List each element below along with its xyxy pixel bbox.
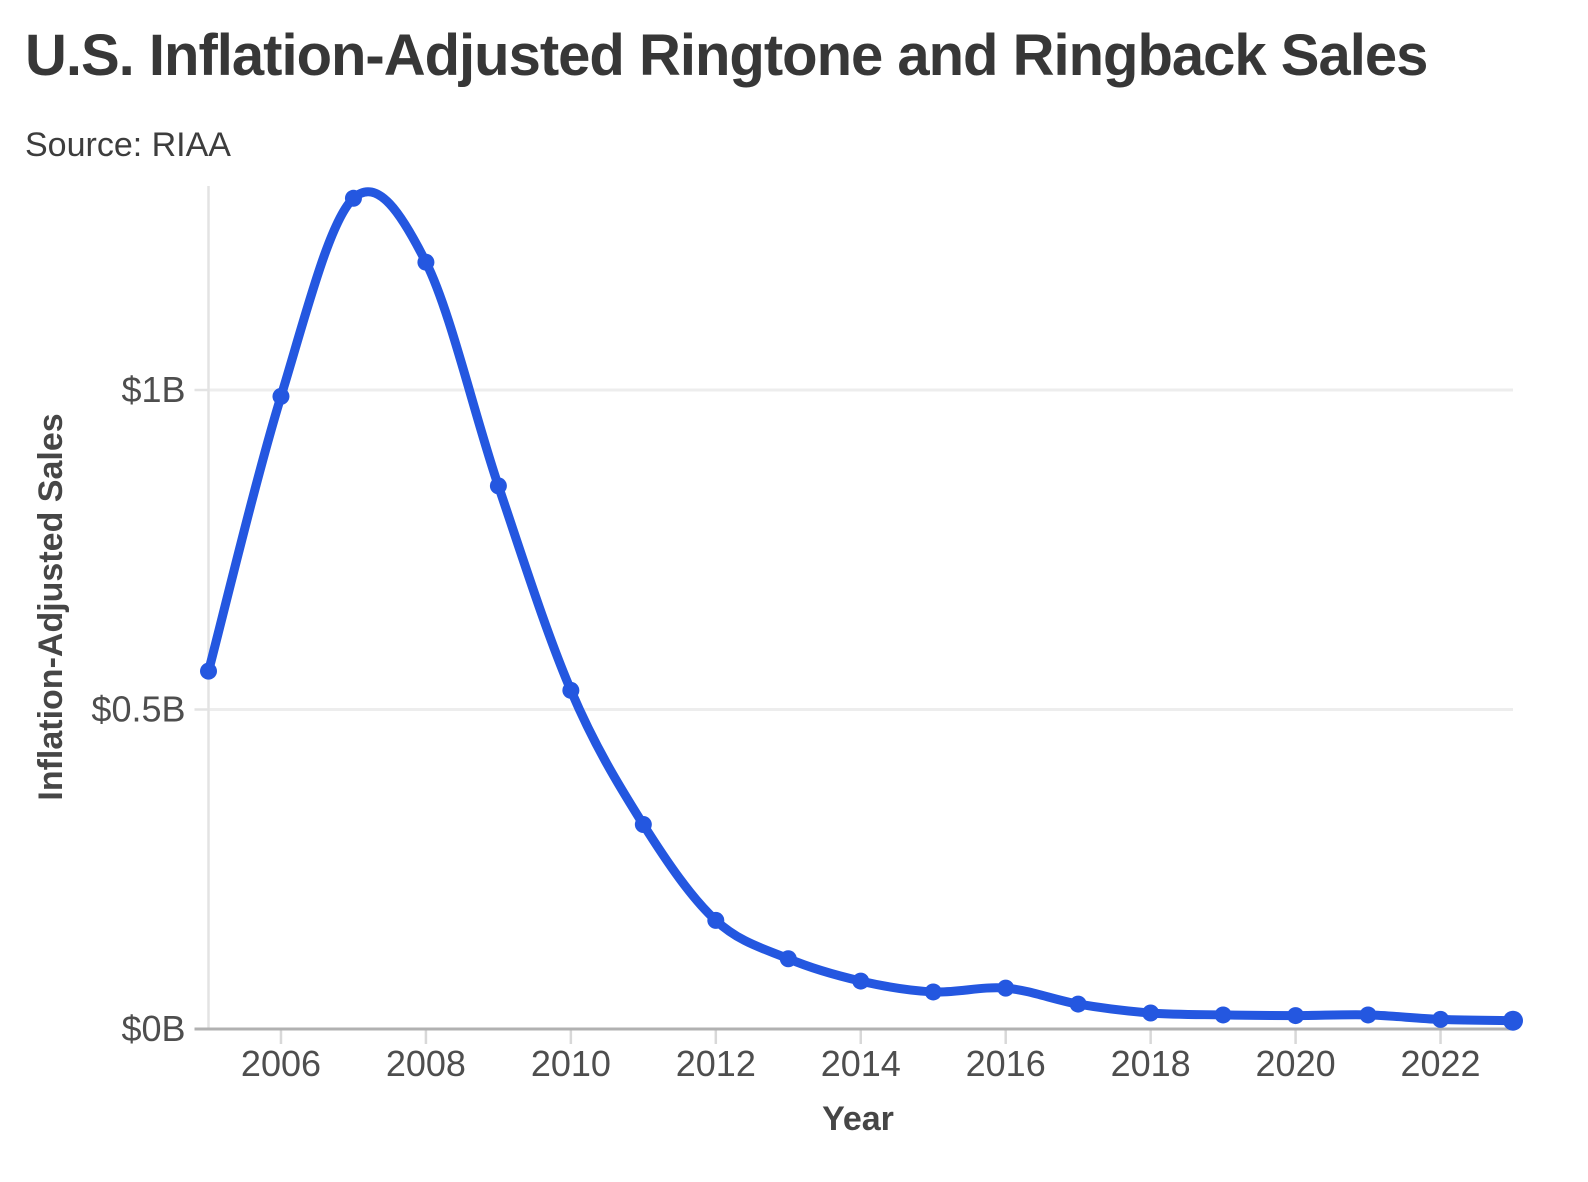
data-point-marker [417,253,435,271]
data-point-marker [200,662,217,680]
plot-area: $0B $0.5B $1B 2006 2008 2010 2012 2014 2016 2018 2… [91,186,1523,1084]
data-point-marker [1432,1010,1450,1028]
data-point-marker [997,979,1015,997]
y-axis-title: Inflation-Adjusted Sales [32,413,70,800]
data-point-marker [1142,1004,1160,1022]
data-point-marker [924,983,942,1001]
x-tick-label: 2006 [241,1043,321,1084]
x-tick-label: 2018 [1111,1043,1191,1084]
data-point-marker [562,681,580,699]
x-tick-label: 2012 [676,1043,756,1084]
data-point-marker [272,387,290,405]
data-point-marker [707,911,725,929]
y-tick-label: $0.5B [91,689,185,730]
chart-source-label: Source: RIAA [25,126,231,164]
x-tick-label: 2016 [966,1043,1046,1084]
data-point-marker [1214,1006,1232,1024]
y-tick-label: $1B [121,369,185,410]
sales-line-series [204,187,1518,1026]
data-point-marker [1503,1010,1523,1031]
data-point-marker [852,972,870,990]
x-tick-label: 2020 [1256,1043,1336,1084]
x-tick-label: 2008 [386,1043,466,1084]
x-tick-label: 2010 [531,1043,611,1084]
data-point-marker [1287,1007,1305,1025]
data-point-marker [1069,995,1087,1013]
data-point-marker [1359,1006,1377,1024]
data-point-marker [779,950,797,968]
chart-title: U.S. Inflation-Adjusted Ringtone and Rin… [25,23,1428,88]
y-tick-label: $0B [121,1008,185,1049]
data-point-marker [344,189,362,207]
x-axis-title: Year [822,1100,894,1138]
data-point-marker [634,816,652,834]
x-tick-label: 2014 [821,1043,901,1084]
x-tick-label: 2022 [1400,1043,1480,1084]
data-point-marker [489,477,507,495]
